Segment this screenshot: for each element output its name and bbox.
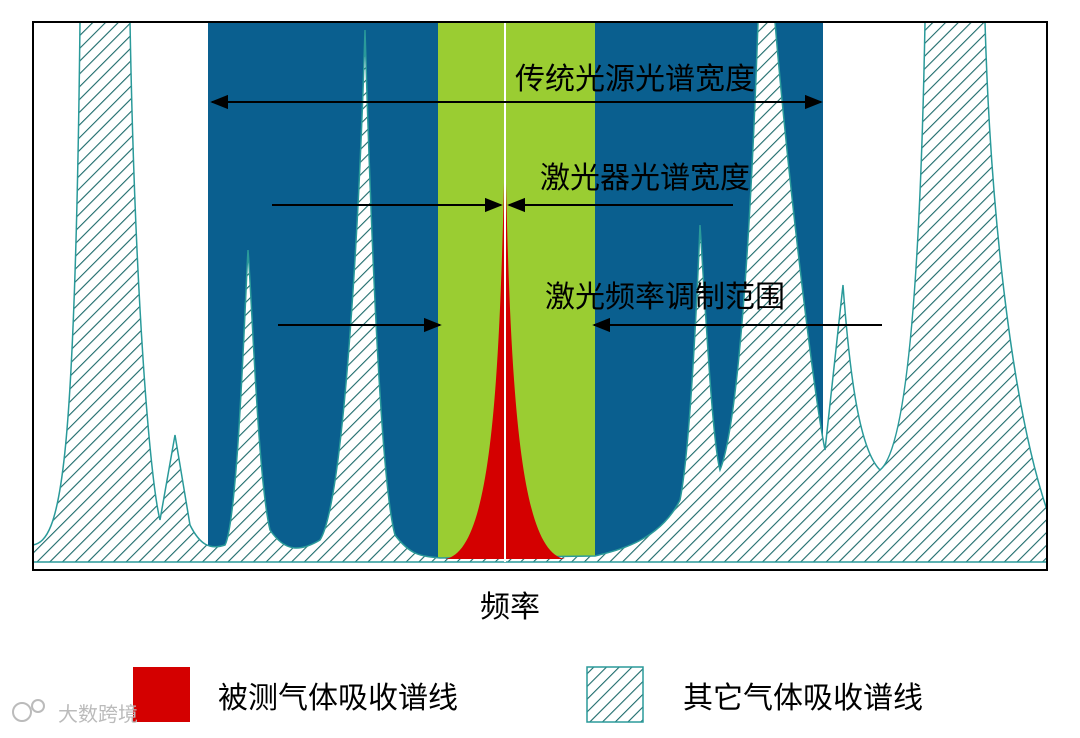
plot-frame bbox=[32, 21, 1048, 571]
other-gas-absorption bbox=[32, 21, 1048, 563]
legend-swatch bbox=[133, 667, 190, 722]
legend-swatch bbox=[586, 666, 644, 723]
watermark-logo bbox=[31, 699, 45, 713]
watermark: 大数跨境 bbox=[58, 702, 138, 726]
x-axis-label: 频率 bbox=[480, 590, 540, 625]
legend-label: 被测气体吸收谱线 bbox=[218, 681, 458, 716]
annotation: 激光频率调制范围 bbox=[545, 280, 785, 315]
watermark-logo bbox=[12, 702, 32, 722]
annotation: 传统光源光谱宽度 bbox=[515, 62, 755, 97]
annotation: 激光器光谱宽度 bbox=[540, 161, 750, 196]
legend-label: 其它气体吸收谱线 bbox=[683, 681, 923, 716]
